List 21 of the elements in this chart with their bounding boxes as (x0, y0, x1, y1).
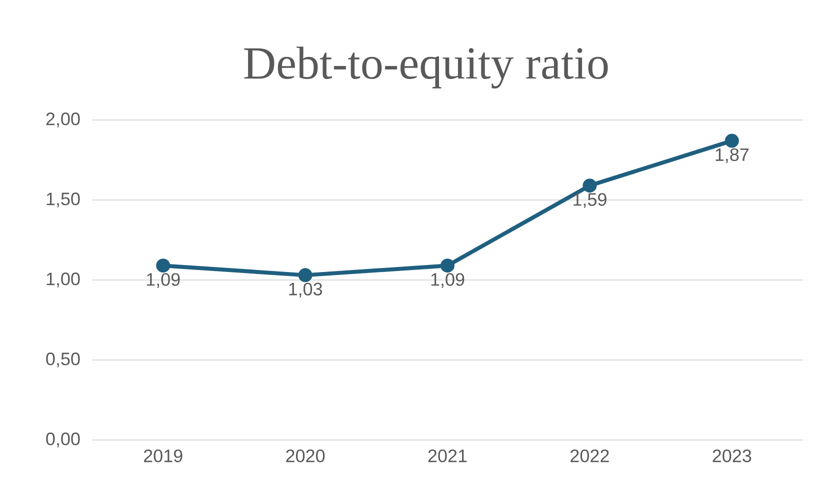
y-tick-label: 2,00 (46, 112, 80, 128)
data-label: 1,59 (574, 193, 606, 208)
data-label: 1,03 (289, 282, 322, 298)
x-tick-label: 2020 (286, 450, 325, 462)
y-tick-label: 1,00 (46, 272, 80, 288)
y-tick-label: 0,50 (46, 352, 80, 368)
point (440, 258, 455, 273)
data-label: 1,87 (716, 148, 749, 164)
x-tick-label: 2019 (144, 450, 182, 462)
x-tick-label: 2022 (570, 450, 609, 462)
y-tick-label: 0,00 (46, 432, 80, 448)
x-tick-label: 2021 (428, 450, 467, 462)
y-tick-label: 1,50 (46, 192, 80, 208)
point (724, 134, 739, 148)
point (156, 258, 170, 273)
data-label: 1,09 (146, 273, 180, 288)
x-tick-label: 2023 (712, 450, 752, 462)
chart-title: Debt-to-equity ratio (244, 46, 608, 88)
point (298, 268, 312, 282)
data-label: 1,09 (431, 273, 464, 288)
point (582, 178, 597, 193)
